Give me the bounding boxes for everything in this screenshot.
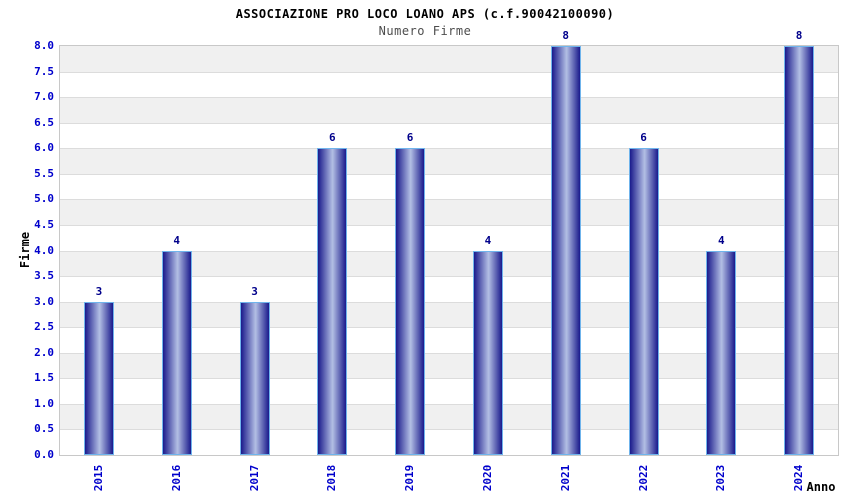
y-tick-label: 6.5	[34, 115, 54, 129]
x-tick-label: 2017	[247, 464, 261, 492]
grid-line	[60, 173, 838, 175]
bar	[317, 148, 348, 455]
y-tick-label: 3.0	[34, 294, 54, 308]
bar	[395, 148, 426, 455]
y-tick-label: 4.5	[34, 217, 54, 231]
y-tick-label: 1.5	[34, 371, 54, 385]
grid-line	[60, 378, 838, 380]
y-tick-label: 0.0	[34, 448, 54, 461]
chart-subtitle: Numero Firme	[378, 24, 472, 38]
bar	[239, 301, 270, 455]
grid-line	[60, 403, 838, 405]
y-tick-label: 3.5	[34, 269, 54, 283]
band	[60, 97, 838, 123]
band	[60, 148, 838, 174]
bar-value-label: 3	[251, 284, 258, 298]
bar	[83, 301, 114, 455]
x-tick-label: 2023	[714, 464, 728, 492]
grid-line	[60, 224, 838, 226]
band	[60, 46, 838, 72]
band	[60, 224, 838, 251]
bar-value-label: 4	[484, 233, 492, 247]
y-tick-label: 6.0	[34, 141, 54, 155]
band	[60, 122, 838, 149]
y-tick-label: 2.5	[34, 320, 54, 334]
grid-line	[60, 250, 838, 252]
bar-value-label: 8	[795, 29, 803, 42]
bar-value-label: 4	[717, 233, 725, 247]
band	[60, 71, 838, 98]
bar-value-label: 6	[406, 131, 414, 145]
band	[60, 199, 838, 225]
band	[60, 173, 838, 200]
x-axis-title: Anno	[806, 480, 836, 494]
y-tick-label: 0.5	[34, 422, 54, 436]
x-tick-label: 2020	[480, 464, 494, 492]
grid-line	[60, 327, 838, 329]
bar	[550, 46, 581, 455]
bar-value-label: 6	[328, 131, 336, 145]
grid-line	[60, 276, 838, 278]
bar-value-label: 4	[173, 233, 180, 247]
bar-value-label: 3	[95, 284, 103, 298]
x-tick-label: 2021	[558, 464, 572, 492]
grid-line	[60, 97, 838, 99]
x-tick-label: 2015	[91, 464, 105, 492]
x-tick-label: 2019	[403, 464, 417, 492]
bar-value-label: 8	[562, 29, 569, 42]
y-tick-label: 5.0	[34, 192, 54, 206]
plot-area: 3 4 3 6 6 4 8 6 4 8	[59, 30, 839, 456]
y-tick-label: 1.0	[34, 396, 54, 410]
y-tick-label: 4.0	[34, 243, 54, 257]
bar	[706, 250, 737, 455]
grid-line	[60, 429, 838, 431]
y-tick-label: 8.0	[34, 39, 54, 52]
y-tick-label: 2.0	[34, 345, 54, 359]
x-tick-label: 2024	[792, 464, 806, 492]
bar	[784, 46, 815, 455]
x-tick-label: 2018	[325, 464, 339, 492]
grid-line	[60, 199, 838, 201]
x-tick-label: 2016	[169, 464, 183, 492]
grid-line	[60, 301, 838, 303]
y-tick-label: 7.5	[34, 64, 54, 78]
y-tick-label: 7.0	[34, 90, 54, 104]
grid-line	[60, 71, 838, 73]
bar	[628, 148, 659, 455]
grid-line	[60, 352, 838, 354]
bar	[472, 250, 503, 455]
y-axis-title: Firme	[18, 231, 32, 269]
chart-title: ASSOCIAZIONE PRO LOCO LOANO APS (c.f.900…	[235, 7, 615, 21]
bar-value-label: 6	[640, 131, 647, 145]
grid-line	[60, 148, 838, 150]
x-tick-label: 2022	[636, 464, 650, 492]
y-tick-label: 5.5	[34, 166, 54, 180]
bar	[161, 250, 192, 455]
grid-line	[60, 122, 838, 124]
